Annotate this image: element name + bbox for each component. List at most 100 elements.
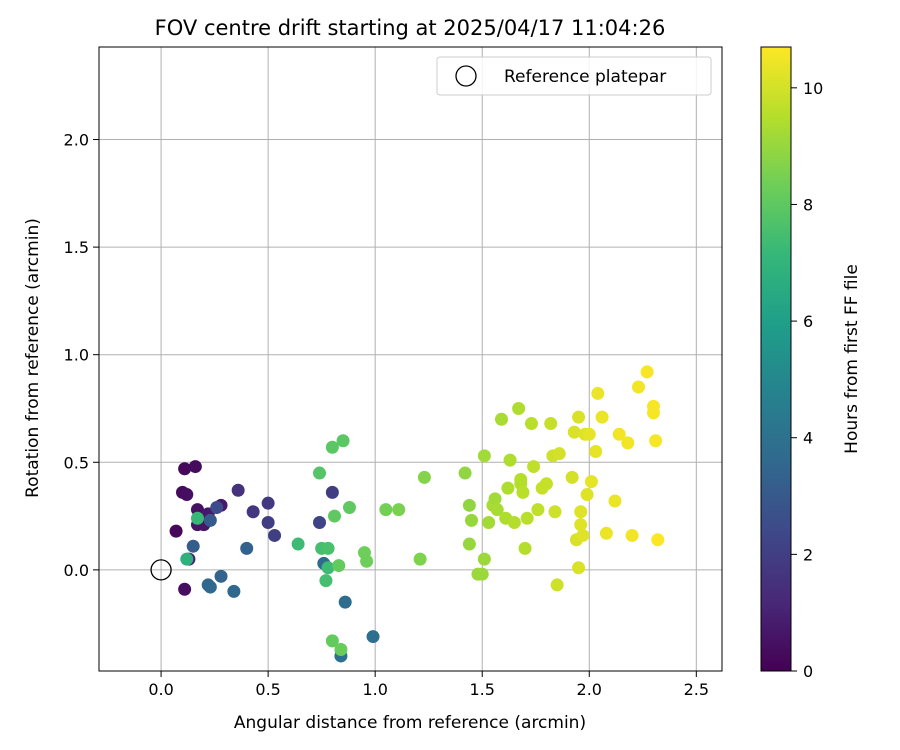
data-point: [482, 516, 496, 530]
colorbar-gradient: [760, 46, 792, 672]
data-point: [227, 584, 241, 598]
plot-area: 0.0 0.5 1.0 1.5 2.0 2.5 0.0 0.5 1.0 1.5 2.0: [64, 46, 723, 699]
data-point: [462, 498, 476, 512]
data-point: [651, 533, 665, 547]
grid-lines: [99, 47, 722, 671]
data-point: [268, 528, 282, 542]
data-point: [379, 503, 393, 517]
data-point: [640, 365, 654, 379]
data-point: [180, 552, 194, 566]
data-point: [589, 445, 603, 459]
data-points: [169, 365, 665, 663]
data-point: [595, 410, 609, 424]
data-point: [321, 561, 335, 575]
plot-frame: [98, 46, 723, 672]
y-tick-label: 0.5: [64, 453, 89, 472]
data-point: [366, 630, 380, 644]
data-point: [625, 528, 639, 542]
data-point: [313, 466, 327, 480]
colorbar-label: Hours from first FF file: [842, 264, 862, 454]
data-point: [582, 427, 596, 441]
data-point: [186, 539, 200, 553]
colorbar-tick-label: 4: [803, 429, 813, 448]
data-point: [572, 410, 586, 424]
data-point: [584, 475, 598, 489]
data-point: [392, 503, 406, 517]
legend: Reference platepar: [436, 56, 712, 96]
data-point: [203, 513, 217, 527]
data-point: [178, 582, 192, 596]
data-point: [291, 537, 305, 551]
data-point: [503, 453, 517, 467]
x-tick-label: 2.5: [684, 680, 709, 699]
data-point: [612, 427, 626, 441]
reference-platepar-marker: [150, 559, 172, 581]
data-point: [649, 434, 663, 448]
data-point: [342, 500, 356, 514]
reference-marker-layer: [150, 559, 172, 581]
data-point: [512, 401, 526, 415]
data-point: [360, 554, 374, 568]
data-point: [178, 462, 192, 476]
data-point: [565, 470, 579, 484]
data-point: [327, 509, 341, 523]
colorbar-tick-label: 8: [803, 195, 813, 214]
colorbar-tick-label: 6: [803, 312, 813, 331]
data-point: [527, 460, 541, 474]
data-point: [477, 449, 491, 463]
data-point: [548, 505, 562, 519]
data-point: [214, 569, 228, 583]
data-point: [246, 505, 260, 519]
colorbar-tick-label: 0: [803, 662, 813, 681]
data-point: [169, 524, 183, 538]
data-point: [599, 526, 613, 540]
data-point: [190, 511, 204, 525]
y-tick-label: 1.0: [64, 346, 89, 365]
data-point: [261, 516, 275, 530]
data-point: [572, 561, 586, 575]
data-point: [574, 505, 588, 519]
data-point: [210, 500, 224, 514]
data-point: [516, 485, 530, 499]
data-point: [417, 470, 431, 484]
x-tick-label: 0.0: [148, 680, 173, 699]
data-point: [567, 425, 581, 439]
legend-reference-marker: [455, 65, 477, 87]
x-tick-label: 0.5: [255, 680, 280, 699]
data-point: [524, 417, 538, 431]
data-point: [338, 595, 352, 609]
colorbar-tick-label: 10: [803, 79, 823, 98]
data-point: [501, 481, 515, 495]
data-point: [325, 634, 339, 648]
data-point: [550, 578, 564, 592]
data-point: [203, 580, 217, 594]
y-tick-label: 0.0: [64, 561, 89, 580]
data-point: [488, 492, 502, 506]
y-tick-label: 1.5: [64, 238, 89, 257]
data-point: [261, 496, 275, 510]
chart-title: FOV centre drift starting at 2025/04/17 …: [155, 16, 666, 40]
colorbar-tick-label: 2: [803, 545, 813, 564]
data-point: [539, 477, 553, 491]
x-axis: 0.0 0.5 1.0 1.5 2.0 2.5: [148, 671, 709, 699]
x-tick-label: 1.5: [469, 680, 494, 699]
data-point: [520, 511, 534, 525]
data-point: [632, 380, 646, 394]
data-point: [231, 483, 245, 497]
data-point: [321, 541, 335, 555]
data-point: [180, 488, 194, 502]
data-point: [334, 642, 348, 656]
data-point: [574, 518, 588, 532]
legend-entry-label: Reference platepar: [504, 67, 666, 87]
data-point: [544, 417, 558, 431]
data-point: [531, 503, 545, 517]
data-point: [313, 516, 327, 530]
data-point: [494, 412, 508, 426]
data-point: [591, 386, 605, 400]
legend-box: [436, 56, 712, 96]
y-axis: 0.0 0.5 1.0 1.5 2.0: [64, 131, 99, 580]
x-axis-label: Angular distance from reference (arcmin): [234, 713, 586, 733]
data-point: [413, 552, 427, 566]
data-point: [188, 460, 202, 474]
